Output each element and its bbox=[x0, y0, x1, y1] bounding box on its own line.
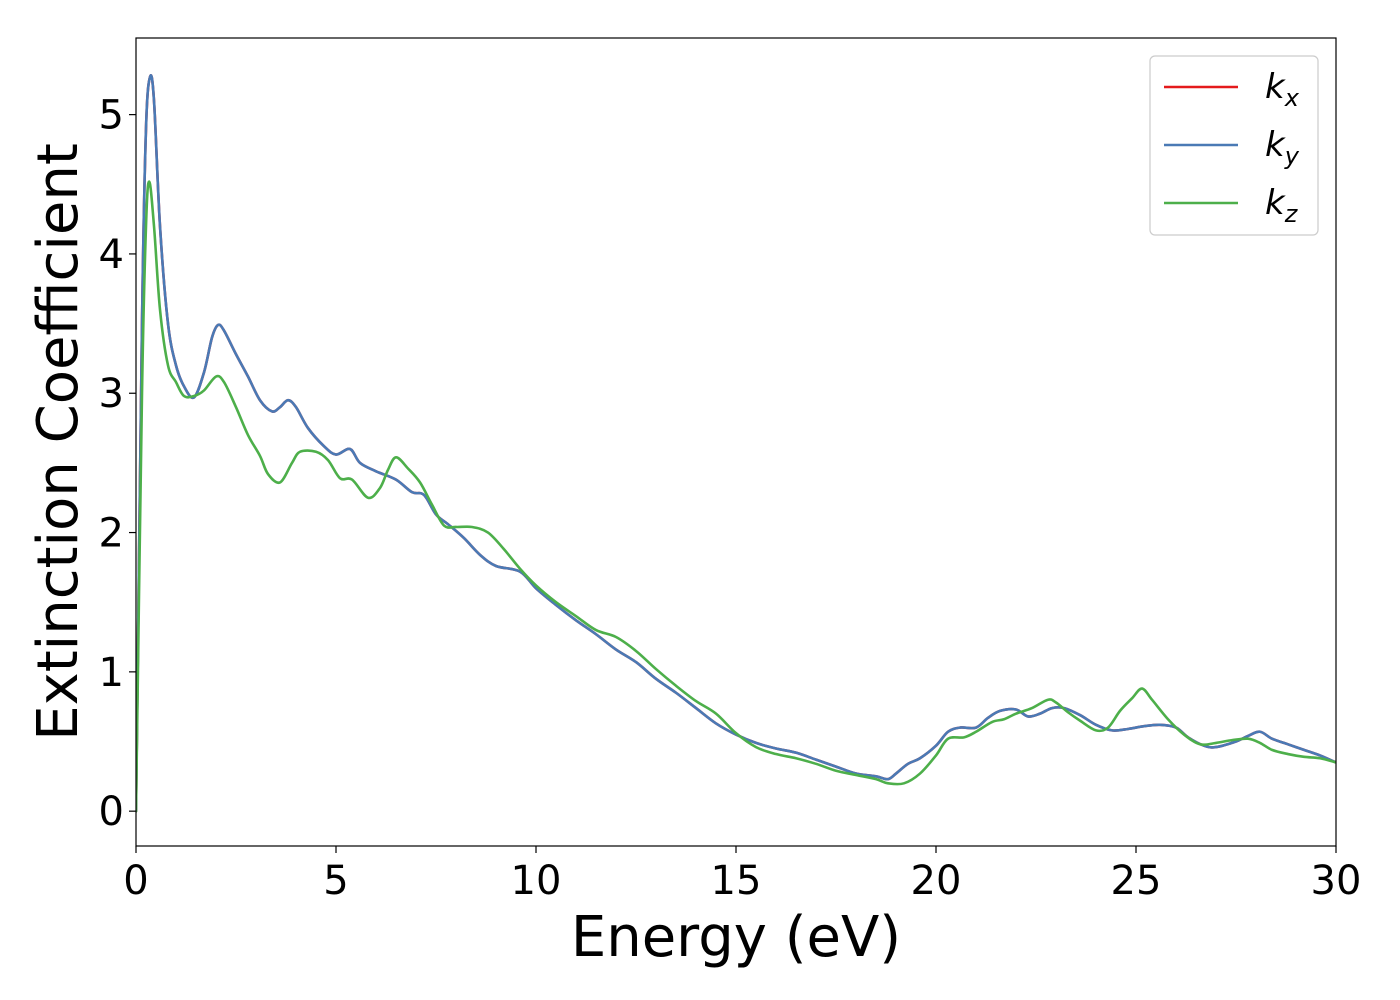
y-axis-title: Extinction Coefficient bbox=[26, 143, 91, 741]
x-axis-title: Energy (eV) bbox=[571, 905, 901, 970]
x-axis: 0 5 10 15 20 25 30 bbox=[123, 846, 1361, 904]
x-tick-label: 20 bbox=[911, 858, 962, 904]
x-tick-label: 5 bbox=[323, 858, 348, 904]
x-tick-label: 15 bbox=[711, 858, 762, 904]
x-tick-label: 25 bbox=[1111, 858, 1162, 904]
x-tick-label: 30 bbox=[1311, 858, 1362, 904]
series-line-k-z bbox=[136, 180, 1336, 813]
y-tick-label: 5 bbox=[99, 93, 124, 139]
y-tick-label: 2 bbox=[99, 511, 124, 557]
x-tick-label: 10 bbox=[511, 858, 562, 904]
series-line-k-y bbox=[136, 73, 1336, 813]
y-axis: 0 1 2 3 4 5 bbox=[99, 93, 136, 835]
y-tick-label: 3 bbox=[99, 371, 124, 417]
y-tick-label: 4 bbox=[99, 232, 124, 278]
y-tick-label: 0 bbox=[99, 789, 124, 835]
x-tick-label: 0 bbox=[123, 858, 148, 904]
y-tick-label: 1 bbox=[99, 650, 124, 696]
series-layer bbox=[136, 73, 1336, 813]
